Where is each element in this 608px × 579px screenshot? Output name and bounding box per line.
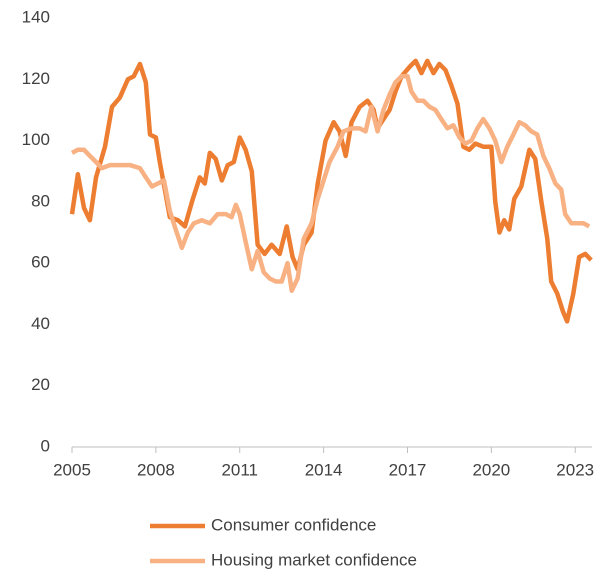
x-tick-label: 2017 (389, 460, 427, 479)
y-tick-label: 100 (22, 130, 50, 149)
y-tick-label: 20 (31, 375, 50, 394)
legend-label: Consumer confidence (211, 515, 376, 534)
y-tick-label: 120 (22, 69, 50, 88)
x-tick-label: 2005 (53, 460, 91, 479)
y-tick-label: 60 (31, 253, 50, 272)
series-line (69, 58, 593, 324)
y-tick-label: 40 (31, 314, 50, 333)
x-tick-label: 2014 (305, 460, 343, 479)
y-tick-label: 80 (31, 191, 50, 210)
x-tick-label: 2023 (556, 460, 594, 479)
y-tick-label: 0 (41, 436, 50, 455)
x-tick-label: 2008 (137, 460, 175, 479)
legend-label: Housing market confidence (211, 550, 417, 569)
y-tick-label: 140 (22, 7, 50, 26)
x-tick-label: 2020 (472, 460, 510, 479)
x-tick-label: 2011 (221, 460, 258, 479)
series-line (70, 73, 591, 293)
